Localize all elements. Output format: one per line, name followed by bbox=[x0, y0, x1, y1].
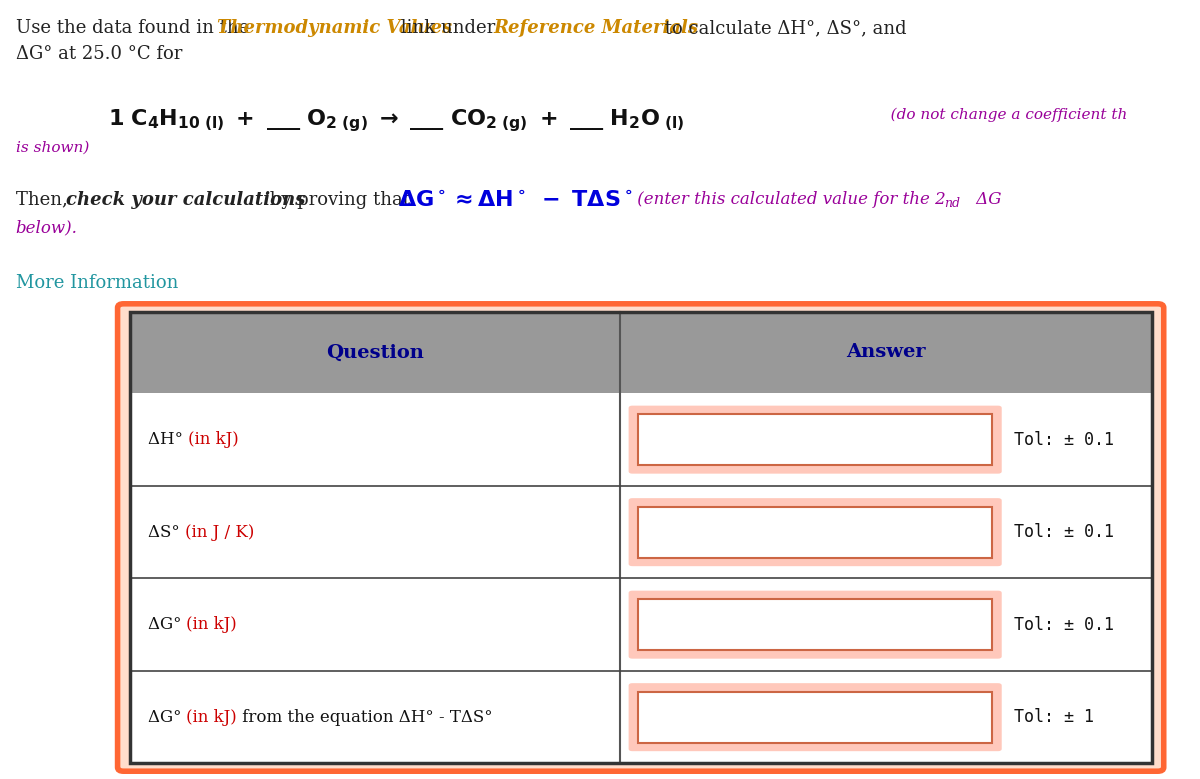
Text: ΔS°: ΔS° bbox=[148, 523, 185, 541]
Text: by proving that: by proving that bbox=[264, 191, 415, 209]
Text: $\mathbf{1\ C_4H_{10\ (l)}\ +\ \_\_\_\ O_{2\ (g)}\ \rightarrow\ \_\_\_\ CO_{2\ (: $\mathbf{1\ C_4H_{10\ (l)}\ +\ \_\_\_\ O… bbox=[108, 108, 684, 134]
FancyBboxPatch shape bbox=[638, 692, 992, 742]
FancyBboxPatch shape bbox=[130, 312, 1152, 393]
Text: Tol: ± 0.1: Tol: ± 0.1 bbox=[1014, 615, 1114, 633]
Text: Thermodynamic Values: Thermodynamic Values bbox=[217, 19, 452, 37]
FancyBboxPatch shape bbox=[629, 498, 1002, 566]
Text: Tol: ± 0.1: Tol: ± 0.1 bbox=[1014, 431, 1114, 449]
Text: Tol: ± 1: Tol: ± 1 bbox=[1014, 708, 1093, 726]
FancyBboxPatch shape bbox=[629, 683, 1002, 751]
Text: ΔG° at 25.0 °C for: ΔG° at 25.0 °C for bbox=[16, 45, 182, 63]
Text: Then,: Then, bbox=[16, 191, 73, 209]
Text: More Information: More Information bbox=[16, 274, 178, 292]
Text: (in J / K): (in J / K) bbox=[185, 523, 254, 541]
FancyBboxPatch shape bbox=[638, 414, 992, 465]
Text: link under: link under bbox=[395, 19, 500, 37]
Text: $\mathbf{\Delta G^\circ \approx \Delta H^\circ\ -\ T\Delta S^\circ}$: $\mathbf{\Delta G^\circ \approx \Delta H… bbox=[398, 191, 632, 211]
Text: (do not change a coefficient th: (do not change a coefficient th bbox=[876, 108, 1127, 122]
Text: below).: below). bbox=[16, 220, 78, 237]
Text: Tol: ± 0.1: Tol: ± 0.1 bbox=[1014, 523, 1114, 541]
Text: Reference Materials: Reference Materials bbox=[493, 19, 698, 37]
Text: Answer: Answer bbox=[846, 344, 925, 361]
Text: (in kJ): (in kJ) bbox=[186, 709, 238, 726]
FancyBboxPatch shape bbox=[118, 304, 1164, 771]
Text: Use the data found in the: Use the data found in the bbox=[16, 19, 254, 37]
Text: ΔG°: ΔG° bbox=[148, 616, 186, 633]
FancyBboxPatch shape bbox=[638, 599, 992, 650]
FancyBboxPatch shape bbox=[638, 506, 992, 558]
Text: is shown): is shown) bbox=[16, 140, 89, 154]
FancyBboxPatch shape bbox=[629, 590, 1002, 659]
Text: Question: Question bbox=[326, 344, 424, 361]
Text: nd: nd bbox=[944, 197, 960, 210]
Text: (in kJ): (in kJ) bbox=[188, 431, 239, 448]
Text: ΔG: ΔG bbox=[971, 191, 1001, 208]
Text: to calculate ΔH°, ΔS°, and: to calculate ΔH°, ΔS°, and bbox=[659, 19, 906, 37]
FancyBboxPatch shape bbox=[629, 406, 1002, 474]
Text: check your calculations: check your calculations bbox=[66, 191, 305, 209]
FancyBboxPatch shape bbox=[130, 312, 1152, 763]
Text: from the equation ΔH° - TΔS°: from the equation ΔH° - TΔS° bbox=[238, 709, 493, 726]
Text: ΔH°: ΔH° bbox=[148, 431, 188, 448]
Text: ΔG°: ΔG° bbox=[148, 709, 186, 726]
Text: (enter this calculated value for the 2: (enter this calculated value for the 2 bbox=[632, 191, 946, 208]
Text: (in kJ): (in kJ) bbox=[186, 616, 238, 633]
